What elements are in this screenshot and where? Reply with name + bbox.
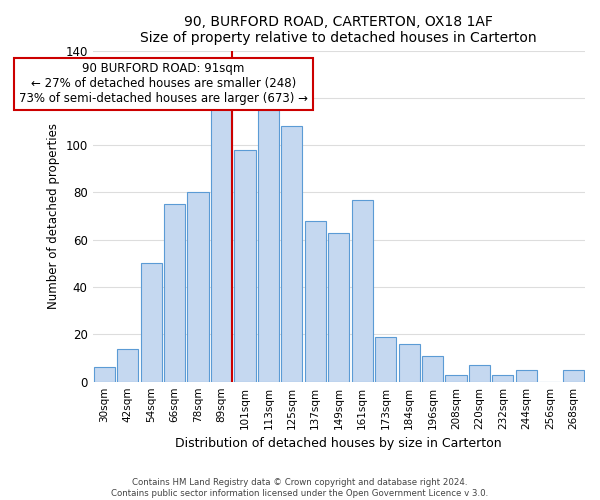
Bar [258, 110, 279, 382]
Text: 90 BURFORD ROAD: 91sqm
← 27% of detached houses are smaller (248)
73% of semi-de: 90 BURFORD ROAD: 91sqm ← 27% of detached… [19, 62, 308, 106]
Bar [211, 102, 232, 382]
Bar [117, 348, 138, 382]
Bar [94, 368, 115, 382]
Bar [422, 356, 443, 382]
Bar [493, 374, 514, 382]
Bar [469, 365, 490, 382]
Bar [328, 232, 349, 382]
Bar [187, 192, 209, 382]
Title: 90, BURFORD ROAD, CARTERTON, OX18 1AF
Size of property relative to detached hous: 90, BURFORD ROAD, CARTERTON, OX18 1AF Si… [140, 15, 537, 45]
Y-axis label: Number of detached properties: Number of detached properties [47, 123, 60, 309]
Bar [352, 200, 373, 382]
Bar [445, 374, 467, 382]
Bar [375, 336, 396, 382]
Bar [516, 370, 537, 382]
Bar [563, 370, 584, 382]
X-axis label: Distribution of detached houses by size in Carterton: Distribution of detached houses by size … [175, 437, 502, 450]
Bar [164, 204, 185, 382]
Bar [398, 344, 419, 382]
Bar [235, 150, 256, 382]
Bar [305, 221, 326, 382]
Bar [281, 126, 302, 382]
Bar [140, 264, 161, 382]
Text: Contains HM Land Registry data © Crown copyright and database right 2024.
Contai: Contains HM Land Registry data © Crown c… [112, 478, 488, 498]
